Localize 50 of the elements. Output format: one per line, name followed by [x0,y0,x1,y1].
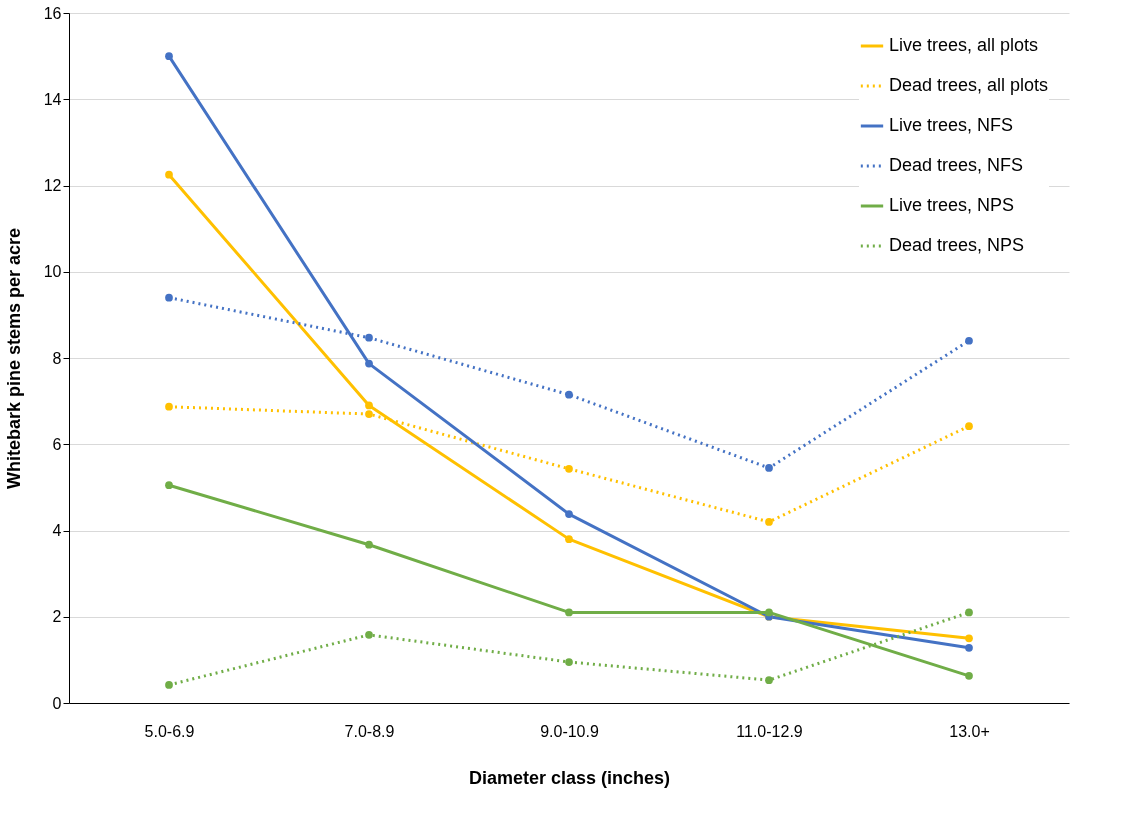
legend-label: Live trees, NFS [889,115,1014,135]
point [165,681,173,689]
legend-label: Dead trees, all plots [889,75,1049,95]
x-tick-label: 7.0-8.9 [344,722,395,740]
y-tick-label: 4 [52,522,62,539]
point [565,535,573,543]
y-axis-title: Whitebark pine stems per acre [3,227,24,490]
point [965,643,973,652]
x-axis-title: Diameter class (inches) [468,767,671,788]
y-tick-label: 14 [43,90,62,108]
point [965,336,973,345]
y-tick-label: 8 [52,349,62,367]
x-tick-label: 11.0-12.9 [736,722,803,740]
y-tick-label: 16 [43,4,62,22]
y-tick-label: 0 [52,694,62,712]
legend-label: Dead trees, NFS [889,155,1024,175]
point [965,422,973,430]
point [365,359,373,368]
legend-label: Live trees, NPS [889,195,1015,215]
point [765,518,773,526]
y-tick-label: 12 [43,177,62,194]
x-tick-label: 9.0-10.9 [540,722,599,740]
point [565,658,573,666]
point [365,333,373,342]
point [365,540,373,549]
point [765,608,773,617]
point [765,464,773,472]
point [365,410,373,418]
point [165,481,173,490]
point [365,401,373,410]
point [165,52,173,60]
point [965,671,973,680]
legend-label: Live trees, all plots [889,35,1039,55]
legend-label: Dead trees, NPS [889,235,1025,255]
point [965,634,973,643]
point [365,631,373,639]
point [765,676,773,685]
x-tick-label: 13.0+ [949,722,990,740]
point [165,402,173,411]
y-tick-label: 6 [52,435,62,453]
x-tick-label: 5.0-6.9 [144,722,195,740]
point [165,170,173,179]
point [565,510,573,518]
point [565,608,573,617]
y-tick-label: 2 [52,608,62,626]
point [165,293,173,302]
point [565,464,573,473]
y-tick-label: 10 [43,263,62,281]
point [965,608,973,617]
point [565,390,573,399]
